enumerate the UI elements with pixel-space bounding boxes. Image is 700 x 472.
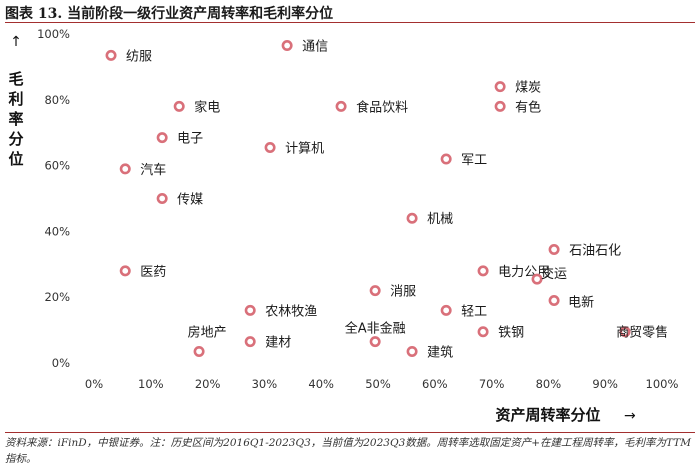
data-point-label: 消服 [390, 285, 416, 300]
data-point-label: 计算机 [285, 142, 324, 157]
figure-title: 图表 13. 当前阶段一级行业资产周转率和毛利率分位 [5, 6, 334, 22]
data-point-marker [173, 100, 185, 112]
data-point-marker [548, 294, 560, 306]
data-point-label: 纺服 [126, 49, 152, 64]
data-point-label: 食品饮料 [356, 99, 408, 115]
data-point-label: 有色 [515, 99, 541, 115]
x-tick-label: 30% [252, 377, 278, 391]
data-point-marker [156, 193, 168, 205]
data-point-label: 建材 [265, 336, 291, 351]
data-point-marker [369, 285, 381, 297]
data-point-marker [335, 100, 347, 112]
data-point-marker [105, 49, 117, 61]
data-point-label: 汽车 [140, 162, 166, 178]
data-point-label: 电子 [177, 132, 203, 147]
data-point-label: 通信 [302, 40, 328, 55]
data-point-marker [369, 336, 381, 348]
y-tick-label: 0% [52, 356, 70, 370]
data-point-marker [619, 326, 631, 338]
title-rule [5, 22, 695, 23]
x-axis-title: 资产周转率分位 [495, 406, 600, 424]
y-tick-label: 60% [44, 159, 70, 173]
y-tick-label: 20% [44, 290, 70, 304]
footnote: 资料来源：iFinD，中银证券。注：历史区间为2016Q1-2023Q3，当前值… [5, 437, 692, 465]
x-tick-label: 0% [85, 377, 103, 391]
data-point-marker [440, 153, 452, 165]
y-tick-label: 100% [37, 27, 70, 41]
data-point-label: 石油石化 [569, 243, 621, 258]
x-tick-label: 60% [422, 377, 448, 391]
y-tick-label: 80% [44, 93, 70, 107]
data-point-marker [477, 326, 489, 338]
data-point-marker [244, 304, 256, 316]
data-point-marker [264, 142, 276, 154]
data-point-marker [119, 265, 131, 277]
x-axis-arrow: → [624, 408, 636, 424]
data-point-label: 机械 [427, 212, 453, 227]
data-point-marker [531, 273, 543, 285]
data-point-label: 全A非金融 [345, 321, 406, 337]
data-point-label: 交运 [541, 266, 567, 282]
data-point-label: 房地产 [188, 324, 227, 340]
x-tick-label: 70% [479, 377, 505, 391]
data-point-label: 医药 [140, 265, 166, 280]
data-point-label: 家电 [194, 99, 220, 115]
x-tick-label: 20% [195, 377, 221, 391]
x-tick-label: 90% [592, 377, 618, 391]
data-point-marker [440, 304, 452, 316]
x-axis-ticks: 0% 10% 20% 30% 40% 50% 60% 70% 80% 90% 100% [85, 377, 679, 391]
data-point-label: 轻工 [461, 304, 487, 319]
data-point-label: 煤炭 [515, 81, 541, 96]
data-point-label: 商贸零售 [616, 325, 668, 341]
data-point-label: 传媒 [177, 193, 203, 208]
x-tick-label: 80% [536, 377, 562, 391]
data-point-marker [406, 345, 418, 357]
data-point-marker [244, 336, 256, 348]
x-tick-label: 40% [308, 377, 334, 391]
y-axis-arrow: ↑ [10, 34, 22, 50]
data-point-marker [193, 345, 205, 357]
data-point-marker [281, 40, 293, 52]
data-point-label: 军工 [461, 153, 487, 168]
y-tick-label: 40% [44, 224, 70, 238]
x-tick-label: 10% [138, 377, 164, 391]
footnote-rule [5, 432, 695, 433]
data-point-marker [548, 243, 560, 255]
data-point-label: 建筑 [427, 344, 453, 360]
data-point-marker [156, 132, 168, 144]
data-point-marker [406, 212, 418, 224]
y-axis-ticks: 0% 20% 40% 60% 80% 100% [37, 27, 70, 370]
y-axis-title: 毛利率分位 [8, 70, 23, 168]
data-point-label: 铁钢 [498, 326, 524, 341]
data-point-label: 电新 [568, 294, 594, 310]
scatter-chart: 0% 20% 40% 60% 80% 100% 0% 10% 20% 30% 40% 50% 60% 7… [8, 27, 679, 424]
x-tick-label: 100% [646, 377, 679, 391]
data-point-marker [119, 163, 131, 175]
data-point-label: 农林牧渔 [265, 304, 317, 319]
data-point-marker [477, 265, 489, 277]
data-point-marker [494, 100, 506, 112]
data-point-marker [494, 81, 506, 93]
x-tick-label: 50% [365, 377, 391, 391]
